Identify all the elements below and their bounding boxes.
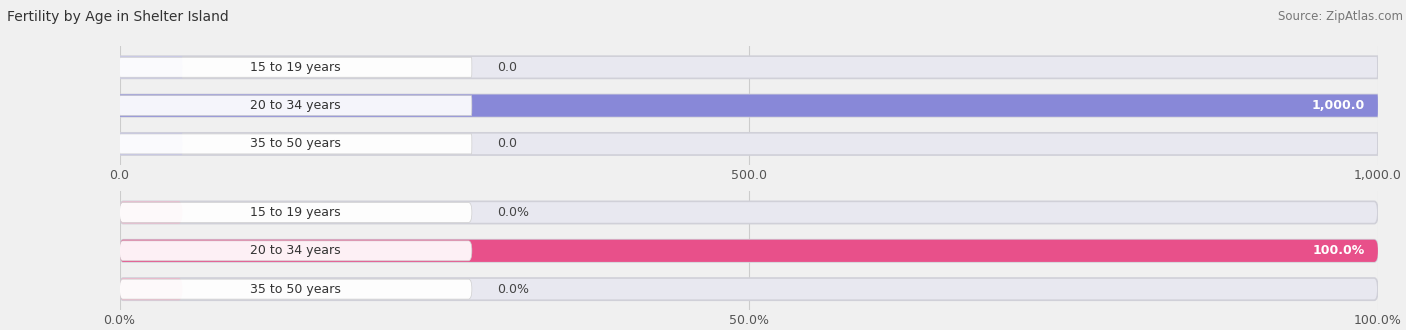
FancyBboxPatch shape <box>120 56 1378 79</box>
Text: 20 to 34 years: 20 to 34 years <box>250 99 342 112</box>
FancyBboxPatch shape <box>120 279 472 299</box>
Text: 0.0: 0.0 <box>498 137 517 150</box>
Text: 35 to 50 years: 35 to 50 years <box>250 282 342 296</box>
FancyBboxPatch shape <box>120 278 183 300</box>
FancyBboxPatch shape <box>120 57 472 77</box>
FancyBboxPatch shape <box>120 201 183 224</box>
Text: 35 to 50 years: 35 to 50 years <box>250 137 342 150</box>
FancyBboxPatch shape <box>120 133 1378 155</box>
Text: 0.0%: 0.0% <box>498 206 529 219</box>
Text: 100.0%: 100.0% <box>1313 244 1365 257</box>
Text: 15 to 19 years: 15 to 19 years <box>250 206 342 219</box>
FancyBboxPatch shape <box>120 240 1378 262</box>
FancyBboxPatch shape <box>120 203 472 222</box>
FancyBboxPatch shape <box>120 134 472 154</box>
FancyBboxPatch shape <box>120 201 1378 224</box>
Text: 15 to 19 years: 15 to 19 years <box>250 61 342 74</box>
FancyBboxPatch shape <box>120 96 472 115</box>
FancyBboxPatch shape <box>120 240 1378 262</box>
Text: 0.0%: 0.0% <box>498 282 529 296</box>
FancyBboxPatch shape <box>120 278 1378 300</box>
Text: 0.0: 0.0 <box>498 61 517 74</box>
FancyBboxPatch shape <box>120 241 472 261</box>
Text: Source: ZipAtlas.com: Source: ZipAtlas.com <box>1278 10 1403 23</box>
Text: 20 to 34 years: 20 to 34 years <box>250 244 342 257</box>
FancyBboxPatch shape <box>120 94 1378 117</box>
FancyBboxPatch shape <box>120 94 1378 117</box>
FancyBboxPatch shape <box>120 133 183 155</box>
Text: 1,000.0: 1,000.0 <box>1312 99 1365 112</box>
Text: Fertility by Age in Shelter Island: Fertility by Age in Shelter Island <box>7 10 229 24</box>
FancyBboxPatch shape <box>120 56 183 79</box>
